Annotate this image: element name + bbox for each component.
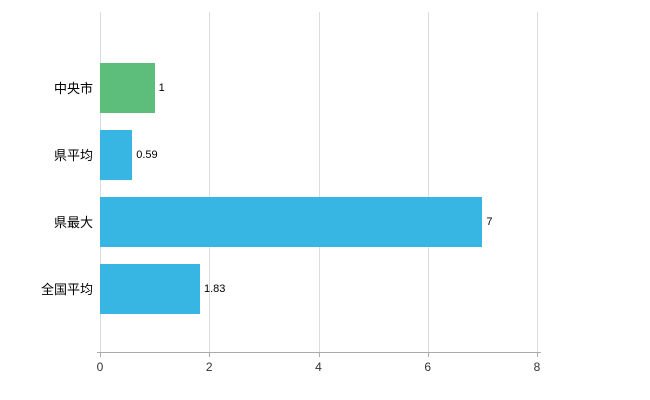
bar-track: 0.59: [100, 121, 537, 188]
gridline: [427, 12, 429, 352]
plot-area: [100, 12, 538, 352]
x-axis-tick: [537, 352, 538, 357]
x-axis-tickmarks: [100, 352, 538, 357]
x-axis-tick: [427, 352, 429, 357]
x-axis-tick: [100, 352, 101, 357]
bar: [100, 62, 155, 113]
gridline: [318, 12, 320, 352]
x-tick-label: 8: [533, 360, 541, 374]
x-tick-label: 6: [424, 360, 432, 374]
category-label: 県最大: [53, 215, 93, 230]
gridline: [537, 12, 538, 352]
bar-row: 県平均 0.59: [0, 121, 537, 188]
bar-track: 1: [100, 54, 537, 121]
bar: [100, 196, 483, 247]
bar-value-label: 1: [158, 81, 165, 94]
x-axis-labels: 0 2 4 6 8: [96, 360, 541, 376]
bar-value-label: 1.83: [203, 282, 226, 295]
gridline: [100, 12, 101, 352]
x-tick-label: 4: [315, 360, 322, 374]
bar-row: 全国平均 1.83: [0, 255, 537, 322]
category-label: 中央市: [53, 81, 93, 96]
x-axis-tick: [318, 352, 320, 357]
bar-row: 県最大 7: [0, 188, 537, 255]
bar: [100, 129, 133, 180]
x-axis-tick: [209, 352, 211, 357]
bar: [100, 263, 200, 314]
bar-value-label: 7: [486, 215, 493, 228]
bar-row: 中央市 1: [0, 54, 537, 121]
bar-track: 7: [100, 188, 537, 255]
gridline: [209, 12, 211, 352]
bars-layer: 中央市 1 県平均 0.59 県最大 7 全国平均 1.83: [0, 54, 537, 322]
category-label: 全国平均: [40, 282, 93, 297]
category-label: 県平均: [53, 148, 93, 163]
x-tick-label: 2: [205, 360, 213, 374]
x-tick-label: 0: [96, 360, 104, 374]
bar-value-label: 0.59: [136, 148, 158, 161]
bar-track: 1.83: [100, 255, 537, 322]
